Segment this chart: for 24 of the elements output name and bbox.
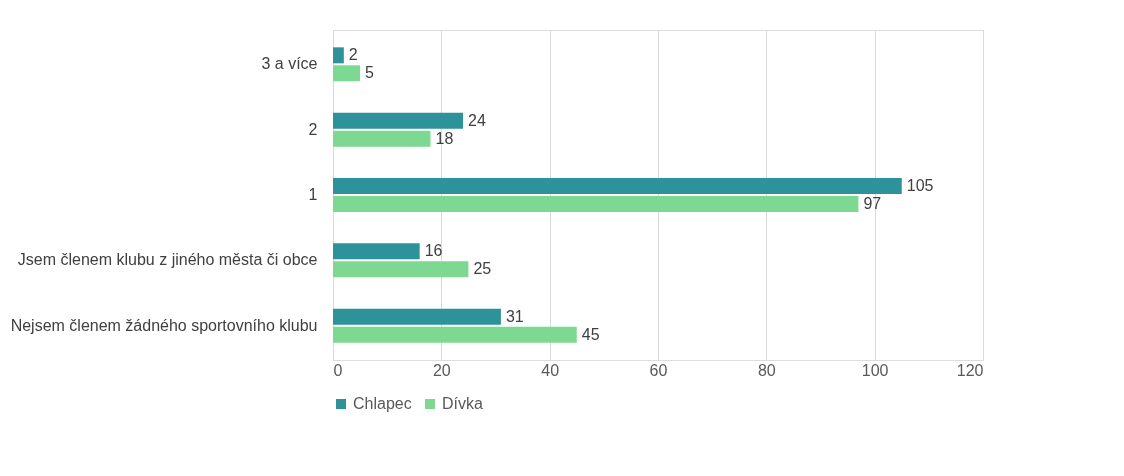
x-tick-label: 80 xyxy=(757,361,776,379)
data-label: 105 xyxy=(906,177,934,195)
data-label: 18 xyxy=(435,129,454,147)
y-tick-label: 1 xyxy=(308,186,318,203)
legend-label: Chlapec xyxy=(353,395,412,412)
x-tick-label: 40 xyxy=(541,361,560,379)
x-tick-label: 20 xyxy=(432,361,451,379)
data-label: 5 xyxy=(365,64,375,82)
data-label: 45 xyxy=(581,325,600,343)
x-tick-label: 60 xyxy=(649,361,668,379)
y-tick-label: 3 a více xyxy=(261,55,318,73)
data-label: 2 xyxy=(348,46,358,64)
data-label: 25 xyxy=(473,260,492,278)
data-label: 97 xyxy=(863,194,882,212)
legend-label: Dívka xyxy=(442,395,483,412)
data-label: 24 xyxy=(468,111,486,129)
data-label: 16 xyxy=(424,242,443,260)
y-tick-label: 2 xyxy=(308,120,318,138)
x-tick-label: 0 xyxy=(333,361,343,379)
data-label: 31 xyxy=(505,307,524,325)
x-tick-label: 120 xyxy=(956,361,984,379)
y-tick-label: Nejsem členem žádného sportovního klubu xyxy=(10,316,318,334)
x-tick-label: 100 xyxy=(861,361,889,379)
y-tick-label: Jsem členem klubu z jiného města či obce xyxy=(17,251,318,269)
